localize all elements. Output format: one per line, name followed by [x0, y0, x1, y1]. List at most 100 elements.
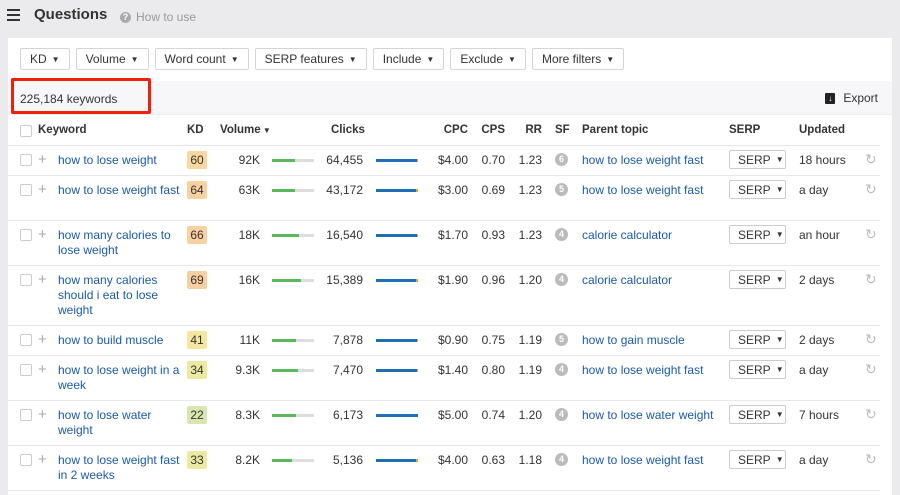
refresh-icon[interactable]: ↻	[865, 226, 877, 242]
clicks-bar	[376, 369, 418, 372]
serp-dropdown[interactable]: SERP ▼	[729, 405, 786, 424]
filter-serp-features-button[interactable]: SERP features ▼	[254, 48, 367, 70]
kd-badge: 60	[187, 151, 207, 169]
add-plus-icon[interactable]: +	[38, 406, 47, 423]
caret-down-icon: ▼	[606, 54, 615, 64]
parent-topic-link[interactable]: how to lose weight fast	[582, 363, 704, 377]
row-checkbox[interactable]	[20, 454, 32, 466]
keyword-link[interactable]: how many calories to lose weight	[58, 228, 171, 257]
parent-topic-link[interactable]: how to lose weight fast	[582, 183, 704, 197]
parent-topic-link[interactable]: how to gain muscle	[582, 333, 685, 347]
serp-dropdown[interactable]: SERP ▼	[729, 180, 786, 199]
col-cps[interactable]: CPS	[481, 124, 505, 136]
filter-more-filters-button[interactable]: More filters ▼	[531, 48, 625, 70]
cpc-value: $3.00	[437, 183, 468, 197]
filter-include-button[interactable]: Include ▼	[372, 48, 445, 70]
add-plus-icon[interactable]: +	[38, 271, 47, 288]
row-checkbox[interactable]	[20, 409, 32, 421]
keyword-link[interactable]: how to build muscle	[58, 333, 164, 347]
keyword-link[interactable]: how to lose weight in a week	[58, 363, 180, 392]
serp-dropdown[interactable]: SERP ▼	[729, 270, 786, 289]
add-plus-icon[interactable]: +	[38, 181, 47, 198]
volume-bar	[272, 339, 314, 342]
keyword-link[interactable]: how to lose weight fast in 2 weeks	[58, 453, 180, 482]
sf-count-badge[interactable]: 6	[555, 153, 568, 166]
volume-bar	[272, 279, 314, 282]
rr-value: 1.23	[518, 153, 542, 167]
col-clicks[interactable]: Clicks	[331, 124, 365, 136]
refresh-icon[interactable]: ↻	[865, 331, 877, 347]
sf-count-badge[interactable]: 4	[555, 453, 568, 466]
volume-bar	[272, 159, 314, 162]
updated-value: 2 days	[799, 273, 835, 287]
row-checkbox[interactable]	[20, 334, 32, 346]
add-plus-icon[interactable]: +	[38, 331, 47, 348]
refresh-icon[interactable]: ↻	[865, 271, 877, 287]
export-label: Export	[843, 91, 878, 105]
col-sf[interactable]: SF	[555, 124, 570, 136]
sf-count-badge[interactable]: 5	[555, 333, 568, 346]
keyword-link[interactable]: how to lose water weight	[58, 408, 152, 437]
filter-kd-button[interactable]: KD ▼	[20, 48, 70, 70]
add-plus-icon[interactable]: +	[38, 151, 47, 168]
refresh-icon[interactable]: ↻	[865, 151, 877, 167]
sf-count-badge[interactable]: 4	[555, 408, 568, 421]
serp-label: SERP	[738, 407, 771, 422]
add-plus-icon[interactable]: +	[38, 451, 47, 468]
col-updated[interactable]: Updated	[799, 124, 845, 136]
col-volume[interactable]: Volume ▼	[220, 124, 271, 136]
rr-value: 1.20	[518, 273, 542, 287]
row-checkbox[interactable]	[20, 364, 32, 376]
sf-count-badge[interactable]: 5	[555, 183, 568, 196]
col-parent-topic[interactable]: Parent topic	[582, 124, 649, 136]
col-keyword[interactable]: Keyword	[38, 124, 87, 136]
sf-count-badge[interactable]: 4	[555, 228, 568, 241]
serp-dropdown[interactable]: SERP ▼	[729, 360, 786, 379]
keyword-link[interactable]: how to lose weight fast	[58, 183, 180, 197]
caret-down-icon: ▼	[230, 54, 239, 64]
export-button[interactable]: ↓ Export	[825, 91, 878, 105]
how-to-use-link[interactable]: ? How to use	[120, 10, 196, 24]
refresh-icon[interactable]: ↻	[865, 451, 877, 467]
parent-topic-link[interactable]: how to lose water weight	[582, 408, 714, 422]
clicks-bar	[376, 279, 418, 282]
serp-dropdown[interactable]: SERP ▼	[729, 150, 786, 169]
serp-dropdown[interactable]: SERP ▼	[729, 450, 786, 469]
row-checkbox[interactable]	[20, 184, 32, 196]
parent-topic-link[interactable]: calorie calculator	[582, 228, 673, 242]
col-rr[interactable]: RR	[525, 124, 542, 136]
add-plus-icon[interactable]: +	[38, 226, 47, 243]
select-all-checkbox[interactable]	[20, 125, 32, 137]
refresh-icon[interactable]: ↻	[865, 406, 877, 422]
filter-volume-button[interactable]: Volume ▼	[75, 48, 149, 70]
row-checkbox[interactable]	[20, 229, 32, 241]
col-kd[interactable]: KD	[187, 124, 204, 136]
add-plus-icon[interactable]: +	[38, 361, 47, 378]
parent-topic-link[interactable]: how to lose weight fast	[582, 453, 704, 467]
updated-value: 18 hours	[799, 153, 846, 167]
keyword-link[interactable]: how many calories should i eat to lose w…	[58, 273, 159, 317]
row-checkbox[interactable]	[20, 274, 32, 286]
parent-topic-link[interactable]: how to lose weight fast	[582, 153, 704, 167]
refresh-icon[interactable]: ↻	[865, 181, 877, 197]
page-header: Questions ? How to use	[0, 0, 900, 38]
row-checkbox[interactable]	[20, 154, 32, 166]
parent-topic-link[interactable]: calorie calculator	[582, 273, 673, 287]
filter-word-count-button[interactable]: Word count ▼	[154, 48, 249, 70]
col-cpc[interactable]: CPC	[443, 124, 468, 136]
cpc-value: $4.00	[437, 153, 468, 167]
keyword-count: 225,184 keywords	[20, 92, 118, 106]
updated-value: 7 hours	[799, 408, 840, 422]
scrollbar[interactable]	[892, 38, 900, 495]
caret-down-icon: ▼	[426, 54, 435, 64]
hamburger-menu-icon[interactable]	[7, 9, 20, 24]
keyword-link[interactable]: how to lose weight	[58, 153, 157, 167]
filter-exclude-button[interactable]: Exclude ▼	[450, 48, 526, 70]
serp-label: SERP	[738, 227, 771, 242]
col-serp: SERP	[729, 124, 761, 136]
serp-dropdown[interactable]: SERP ▼	[729, 330, 786, 349]
serp-dropdown[interactable]: SERP ▼	[729, 225, 786, 244]
sf-count-badge[interactable]: 4	[555, 273, 568, 286]
sf-count-badge[interactable]: 4	[555, 363, 568, 376]
refresh-icon[interactable]: ↻	[865, 361, 877, 377]
